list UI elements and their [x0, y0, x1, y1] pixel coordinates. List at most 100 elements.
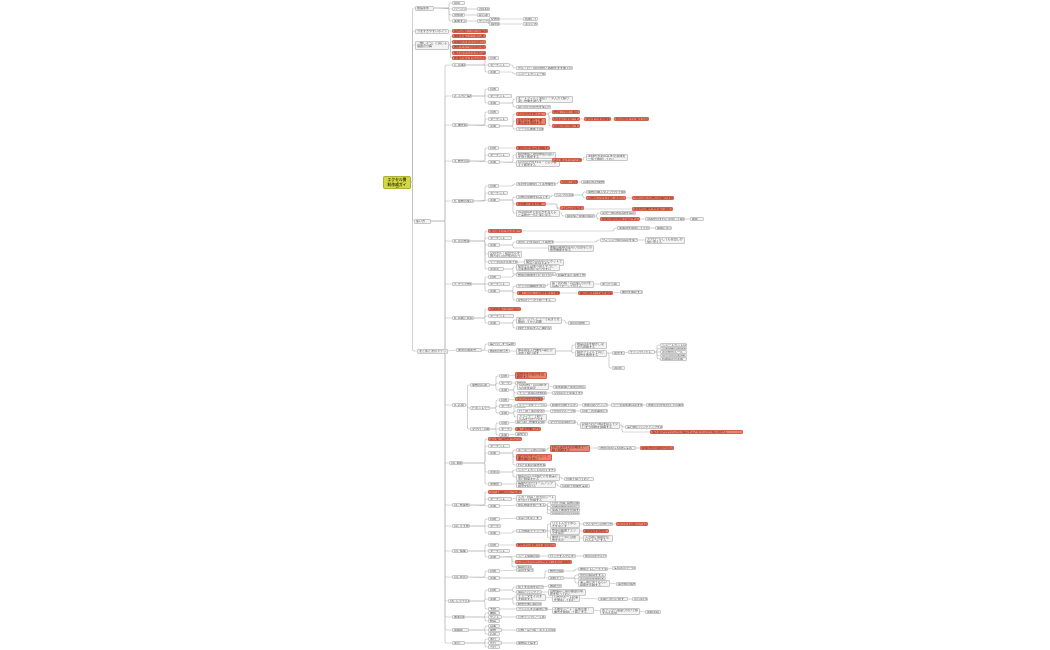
mindmap-node[interactable]: 動作が重い時の対処 — [516, 602, 542, 606]
mindmap-node[interactable]: 条件付き書式で重要な値を強調する — [516, 117, 546, 125]
mindmap-node[interactable]: 行・列・値の配置を試す — [517, 409, 545, 413]
mindmap-node[interactable]: 日付_内容_版数の順 — [550, 501, 580, 505]
mindmap-node[interactable]: オートフィルと連続データ入力で繰り返し作業を減らす — [516, 95, 573, 103]
mindmap-node[interactable]: 貼り付けの形式を使い分ける — [516, 105, 551, 109]
mindmap-node[interactable]: 印刷範囲とページ設定を先に決める — [488, 307, 521, 311]
mindmap-node[interactable]: 予防 — [488, 607, 500, 611]
mindmap-node[interactable]: 連番で履歴を管理する — [550, 508, 580, 512]
mindmap-node[interactable]: ターゲット — [488, 153, 510, 157]
mindmap-node[interactable]: 手順 — [488, 243, 500, 247]
mindmap-node[interactable]: ショートカット10個 — [660, 343, 687, 347]
mindmap-node[interactable]: 更新は右クリック — [582, 403, 608, 407]
mindmap-node[interactable]: 配布用 — [489, 17, 500, 21]
mindmap-node[interactable]: 入力規則でエラーを防ぐ — [516, 529, 546, 533]
mindmap-node[interactable]: Ctrl+矢印で表の端まで一瞬で移動する — [550, 444, 590, 452]
mindmap-node[interactable]: 確認 — [690, 217, 704, 221]
mindmap-node[interactable]: 元データをテーブル化する — [517, 403, 547, 407]
mindmap-node[interactable]: ショートカット一覧を手元に置く — [516, 72, 546, 76]
mindmap-node[interactable]: 集計を自動化して手作業を減らす — [516, 182, 556, 186]
mindmap-node[interactable]: 結論を先に決めて作る — [556, 273, 586, 277]
mindmap-node[interactable]: 頻度の高い10個だけを確実に手に馴染ませる — [516, 473, 560, 481]
root-topic[interactable]: エクセル資料作成ガイド — [383, 175, 411, 189]
mindmap-node[interactable]: ターゲット — [488, 117, 508, 121]
mindmap-node[interactable]: 棒・折れ線・円の使い分けを基本パターンで覚える — [550, 280, 594, 288]
mindmap-node[interactable]: 相対参照と絶対参照の違いを例で確認する — [516, 151, 556, 159]
mindmap-node[interactable]: よく使う操作をクイックアクセスに登録 — [488, 437, 522, 441]
mindmap-node[interactable]: 更新忘れが集計ミスの典型例 — [646, 403, 684, 407]
mindmap-node[interactable]: 練習ファイルで同じ操作を再現する — [575, 349, 607, 357]
mindmap-node[interactable]: 機能が多くどこから学ぶか分からない — [452, 34, 486, 38]
mindmap-node[interactable]: 改ページプレビューで収まりを確認してから印刷 — [516, 316, 562, 324]
mindmap-node[interactable]: ターゲット — [488, 94, 512, 98]
mindmap-node[interactable]: 別ブックへ値貼り付けで移すのも有効 — [600, 607, 640, 615]
mindmap-node[interactable]: 色は3色までに抑えるのがコツ — [614, 117, 649, 121]
mindmap-node[interactable]: PDFで共有すると崩れない — [516, 326, 552, 330]
mindmap-node[interactable]: 参照の仕組みを理解する — [516, 146, 550, 150]
mindmap-node[interactable]: 無効データには警告を表示 — [550, 534, 580, 542]
mindmap-node[interactable]: 範囲は絶対参照で固定する — [600, 217, 640, 221]
mindmap-node[interactable]: エラー文をそのまま検索する — [516, 593, 546, 601]
mindmap-node[interactable]: 手順 — [488, 289, 500, 293]
mindmap-node[interactable]: 見出し行を固定して操作する — [516, 240, 554, 244]
mindmap-node[interactable]: 手順 — [488, 451, 500, 455]
mindmap-node[interactable]: 条件式の書き方を先に決める — [632, 207, 673, 211]
mindmap-node[interactable]: テーブル機能で自動整形 — [516, 127, 544, 131]
mindmap-node[interactable]: キーボード中心の操作にする — [516, 448, 546, 452]
mindmap-node[interactable]: 目的 — [488, 146, 499, 150]
mindmap-node[interactable]: 使い方 — [414, 218, 431, 224]
mindmap-node[interactable]: 3. 書式設定 — [452, 123, 468, 127]
mindmap-node[interactable]: 手戻りをなくす — [516, 516, 542, 520]
mindmap-node[interactable]: 目的 — [488, 543, 499, 547]
mindmap-node[interactable]: リスト入力でゆらぎをなくす — [550, 520, 580, 528]
mindmap-node[interactable]: 最終手段 — [645, 610, 661, 614]
mindmap-node[interactable]: 操作の前にリボンの構造を理解する — [452, 29, 488, 33]
mindmap-node[interactable]: 複数条件の集計を自動化する — [515, 371, 547, 379]
mindmap-node[interactable]: 目的 — [499, 398, 509, 402]
mindmap-node[interactable]: セル・行・列の選択と移動をまず体で覚える — [516, 66, 573, 70]
mindmap-node[interactable]: 表の整形ルール — [660, 350, 687, 354]
mindmap-node[interactable]: ロックするセルを選ぶ — [548, 554, 576, 558]
mindmap-node[interactable]: 参考資料 — [452, 615, 465, 619]
mindmap-node[interactable]: F4で直前の操作を繰り返す — [516, 463, 546, 467]
mindmap-node[interactable]: 前提条件 — [415, 5, 434, 11]
mindmap-node[interactable]: 応用 — [488, 632, 500, 636]
mindmap-node[interactable]: 関数 — [488, 628, 502, 632]
mindmap-node[interactable]: データは1行1件で持つ — [488, 260, 518, 264]
mindmap-node[interactable]: 索引 — [452, 641, 465, 645]
mindmap-node[interactable]: 1. 基本操作 — [452, 63, 466, 67]
mindmap-node[interactable]: 月別・四半期別に集計 — [580, 409, 608, 413]
mindmap-node[interactable]: まとめと次のステップ — [417, 348, 448, 354]
mindmap-node[interactable]: スクロールしても見出しが常に見える — [645, 236, 685, 244]
mindmap-node[interactable]: ターゲット — [499, 381, 512, 385]
mindmap-node[interactable]: 手順 — [488, 321, 500, 325]
mindmap-node[interactable]: 軸・ラベル・凡例を整えて誤解を防ぐ — [517, 291, 560, 295]
mindmap-node[interactable]: 基本関数10個を暗記 — [660, 346, 687, 351]
mindmap-node[interactable]: 分からない引数は省略せず調べる — [632, 196, 674, 200]
mindmap-node[interactable]: 手順どおりに試す — [598, 597, 628, 601]
mindmap-node[interactable]: 毎日少しずつ実務で使う — [488, 342, 516, 346]
mindmap-node[interactable]: あ行 — [488, 637, 500, 641]
mindmap-node[interactable]: ターゲット — [499, 427, 512, 431]
mindmap-node[interactable]: 既定は全セルロック — [583, 554, 607, 558]
mindmap-node[interactable]: 印刷して使う — [523, 17, 538, 21]
mindmap-node[interactable]: 目的 — [499, 421, 509, 425]
mindmap-node[interactable]: 全角半角を混ぜない — [550, 504, 580, 509]
mindmap-node[interactable]: 基本の集計関数から — [581, 180, 605, 184]
mindmap-node[interactable]: 空白セル・結合セルを残さないのが集計のコツ — [488, 250, 522, 258]
mindmap-node[interactable]: つまずきやすいポイント — [415, 28, 449, 34]
mindmap-node[interactable]: 週1回 — [612, 366, 625, 370]
mindmap-node[interactable]: 動画は手を動かしながら視聴する — [575, 341, 607, 349]
mindmap-node[interactable]: サイト — [488, 615, 502, 619]
mindmap-node[interactable]: 慌てず原因を切り分ける — [516, 585, 544, 589]
mindmap-node[interactable]: 表示形式を整える — [516, 112, 546, 116]
mindmap-node[interactable]: ターゲット — [488, 549, 510, 553]
mindmap-node[interactable]: バージョン — [452, 7, 467, 11]
mindmap-node[interactable]: 手順 — [488, 531, 500, 535]
mindmap-node[interactable]: 7. グラフ作成 — [452, 282, 472, 286]
mindmap-node[interactable]: 元リストは別シートに置く — [616, 522, 648, 526]
mindmap-node[interactable]: 用語がカタカナばかりで覚えにくい — [452, 39, 486, 44]
mindmap-node[interactable]: 手順 — [488, 124, 500, 128]
mindmap-node[interactable]: 書籍 — [488, 611, 500, 615]
mindmap-node[interactable]: 範囲が自動で広がる — [550, 403, 578, 407]
mindmap-node[interactable]: 基本 — [488, 624, 500, 628]
